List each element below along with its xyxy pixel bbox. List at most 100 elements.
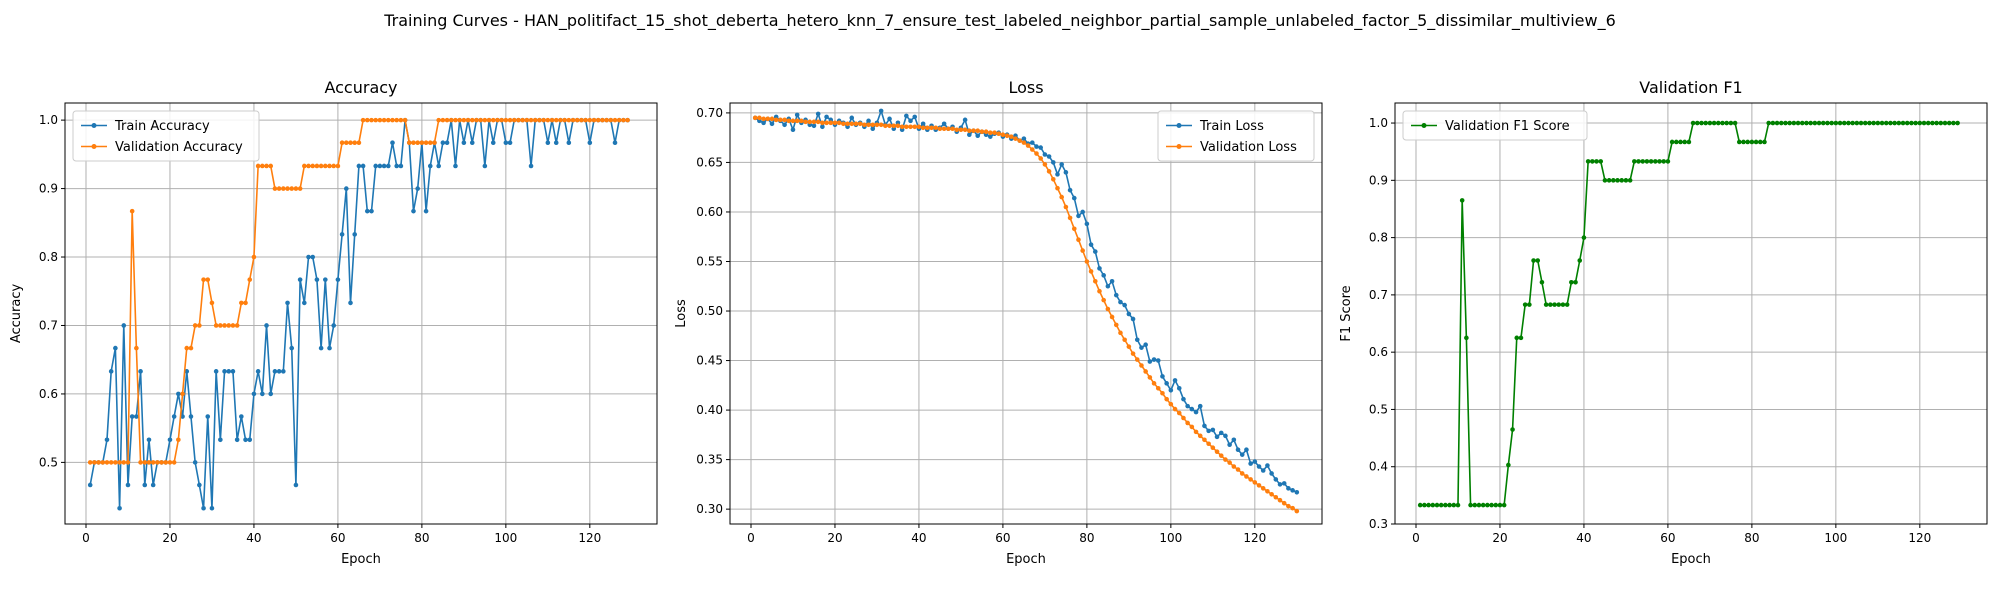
validation-f1-y-tick-label: 0.7 — [1369, 288, 1388, 302]
train-accuracy-point — [302, 300, 307, 306]
validation-loss-point — [1013, 136, 1018, 141]
train-loss-point — [794, 112, 800, 118]
accuracy-x-tick-label: 40 — [246, 531, 261, 545]
accuracy-title: Accuracy — [324, 78, 397, 97]
validation-loss-point — [904, 124, 909, 130]
train-accuracy-point — [180, 414, 185, 419]
validation-loss-point — [1193, 429, 1199, 435]
validation-f1-score-point — [1539, 279, 1545, 285]
train-loss-point — [920, 121, 926, 127]
train-loss-point — [1126, 311, 1132, 317]
train-loss-point — [1202, 423, 1207, 429]
validation-loss-point — [1189, 424, 1195, 430]
train-loss-point — [1113, 292, 1119, 298]
validation-loss-point — [1000, 132, 1006, 137]
validation-f1-score-point — [1514, 335, 1520, 341]
validation-loss-point — [899, 124, 905, 130]
validation-f1-score-point — [1745, 139, 1750, 145]
validation-f1-score-point — [1774, 120, 1780, 126]
validation-loss-point — [853, 121, 859, 127]
train-accuracy-point — [293, 482, 299, 488]
validation-f1-score-point — [1657, 159, 1662, 164]
train-accuracy-point — [113, 345, 118, 351]
accuracy-y-tick-label: 0.8 — [39, 250, 58, 264]
validation-f1-score-point — [1955, 120, 1960, 126]
train-accuracy-point — [390, 140, 395, 146]
validation-accuracy-point — [503, 117, 509, 123]
train-accuracy-point — [264, 323, 269, 328]
train-loss-point — [1063, 170, 1069, 175]
train-loss-point — [962, 117, 968, 123]
accuracy-y-tick-label: 1.0 — [39, 113, 58, 127]
validation-loss-point — [1281, 500, 1287, 506]
validation-accuracy-point — [486, 117, 492, 123]
train-loss-point — [1189, 406, 1195, 412]
validation-accuracy-point — [138, 460, 143, 465]
validation-accuracy-point — [113, 460, 118, 465]
validation-loss-point — [1239, 471, 1245, 476]
train-loss-point — [1223, 433, 1228, 439]
validation-f1-score-point — [1875, 120, 1881, 126]
validation-accuracy-point — [335, 163, 341, 169]
train-loss-point — [1181, 396, 1186, 402]
validation-accuracy-point — [197, 323, 202, 328]
train-accuracy-point — [453, 163, 458, 169]
validation-f1-score-point — [1661, 159, 1667, 164]
validation-f1-x-tick-label: 120 — [1908, 531, 1931, 545]
validation-accuracy-point — [482, 117, 488, 123]
train-accuracy-legend-marker — [91, 123, 97, 128]
validation-f1-score-point — [1858, 120, 1864, 126]
validation-f1-score-point — [1892, 120, 1897, 126]
loss-y-tick-label: 0.65 — [696, 155, 723, 169]
validation-loss-point — [1029, 147, 1035, 152]
train-loss-point — [1021, 136, 1027, 141]
train-loss-point — [1101, 273, 1106, 278]
train-loss-point — [904, 113, 909, 119]
validation-loss-point — [1164, 396, 1169, 402]
validation-f1-x-axis-label: Epoch — [1671, 552, 1711, 567]
train-accuracy-point — [121, 323, 127, 328]
train-loss-point — [1042, 152, 1048, 157]
validation-f1-score-point — [1791, 120, 1797, 126]
train-loss-point — [1269, 471, 1274, 476]
validation-loss-point — [1080, 248, 1085, 253]
validation-accuracy-point — [381, 117, 387, 123]
validation-loss-point — [790, 118, 796, 124]
validation-f1-score-point — [1762, 139, 1767, 145]
train-accuracy-point — [104, 437, 110, 443]
validation-loss-point — [933, 125, 939, 131]
validation-loss-point — [1155, 385, 1161, 391]
validation-f1-x-tick-label: 60 — [1660, 531, 1675, 545]
validation-accuracy-point — [306, 163, 311, 169]
validation-loss-point — [870, 122, 876, 128]
validation-accuracy-point — [213, 323, 219, 328]
validation-accuracy-point — [121, 460, 127, 465]
train-loss-point — [824, 114, 829, 120]
train-accuracy-point — [247, 437, 253, 443]
validation-f1-score-point — [1736, 139, 1742, 145]
train-accuracy-point — [192, 460, 198, 465]
validation-f1-score-point — [1846, 120, 1851, 126]
train-accuracy-point — [285, 300, 290, 306]
validation-loss-point — [807, 119, 813, 125]
train-loss-point — [1168, 387, 1174, 393]
validation-f1-score-point — [1619, 178, 1625, 183]
train-loss-point — [1286, 486, 1291, 491]
train-accuracy-point — [260, 391, 265, 397]
loss-x-tick-label: 120 — [1243, 531, 1266, 545]
train-accuracy-point — [167, 437, 173, 443]
train-loss-point — [769, 121, 775, 127]
validation-f1-score-point — [1883, 120, 1889, 126]
train-accuracy-point — [394, 163, 399, 169]
validation-f1-score-point — [1720, 120, 1725, 126]
accuracy-x-axis-label: Epoch — [341, 552, 381, 567]
validation-f1-score-point — [1573, 279, 1578, 285]
validation-accuracy-point — [520, 117, 525, 123]
validation-loss-point — [1009, 134, 1014, 139]
validation-loss-point — [1265, 489, 1270, 494]
train-accuracy-point — [528, 163, 534, 169]
validation-loss-point — [958, 127, 964, 133]
train-loss-point — [1210, 427, 1216, 433]
loss-x-axis-label: Epoch — [1006, 552, 1046, 567]
train-accuracy-point — [272, 369, 278, 374]
